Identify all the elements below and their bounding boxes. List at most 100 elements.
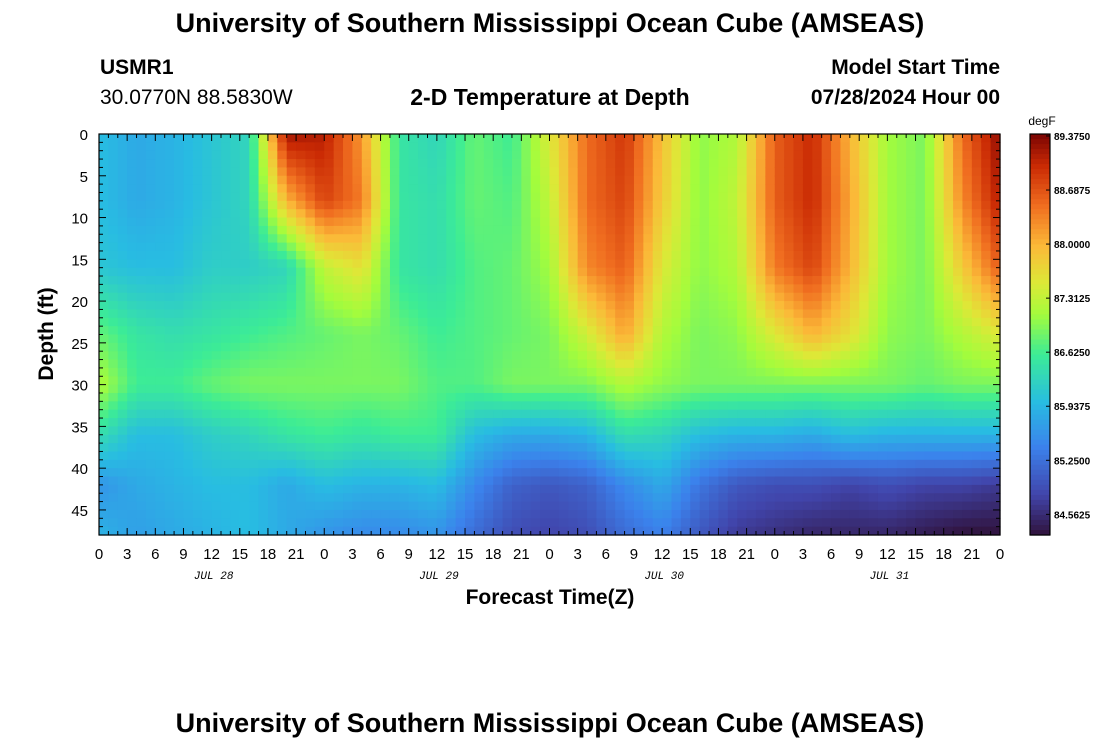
heatmap-cell [877, 501, 888, 511]
heatmap-cell [859, 367, 870, 377]
heatmap-cell [765, 401, 776, 411]
heatmap-cell [868, 326, 879, 336]
heatmap-cell [784, 150, 795, 160]
heatmap-cell [192, 418, 203, 427]
heatmap-cell [108, 384, 119, 394]
heatmap-cell [117, 418, 128, 427]
heatmap-cell [530, 326, 541, 336]
heatmap-cell [277, 526, 288, 536]
heatmap-cell [849, 284, 860, 294]
heatmap-cell [511, 276, 522, 285]
heatmap-cell [887, 159, 898, 169]
heatmap-cell [596, 192, 607, 202]
heatmap-cell [727, 418, 738, 427]
heatmap-cell [343, 284, 354, 294]
heatmap-cell [192, 192, 203, 202]
heatmap-cell [737, 409, 748, 419]
heatmap-cell [981, 276, 992, 285]
heatmap-cell [267, 284, 278, 294]
heatmap-cell [596, 334, 607, 344]
heatmap-cell [333, 526, 344, 536]
heatmap-cell [249, 401, 260, 411]
colorbar-segment [1030, 134, 1050, 140]
heatmap-cell [765, 418, 776, 427]
heatmap-cell [906, 200, 917, 210]
heatmap-cell [314, 351, 325, 361]
heatmap-cell [849, 242, 860, 252]
heatmap-cell [511, 376, 522, 386]
heatmap-cell [521, 326, 532, 336]
heatmap-cell [596, 217, 607, 227]
heatmap-cell [483, 351, 494, 361]
heatmap-cell [605, 401, 616, 411]
heatmap-cell [455, 192, 466, 202]
heatmap-cell [793, 150, 804, 160]
heatmap-cell [258, 501, 269, 511]
heatmap-cell [296, 200, 307, 210]
heatmap-cell [784, 175, 795, 185]
x-tick-label: 0 [771, 546, 779, 563]
heatmap-cell [896, 167, 907, 177]
heatmap-cell [680, 159, 691, 169]
heatmap-cell [671, 317, 682, 327]
heatmap-cell [164, 317, 175, 327]
heatmap-cell [896, 217, 907, 227]
heatmap-cell [793, 309, 804, 319]
heatmap-cell [934, 334, 945, 344]
heatmap-cell [568, 317, 579, 327]
heatmap-cell [474, 342, 485, 352]
heatmap-cell [446, 451, 457, 461]
heatmap-cell [718, 200, 729, 210]
heatmap-cell [361, 267, 372, 277]
heatmap-cell [389, 276, 400, 285]
heatmap-cell [239, 384, 250, 394]
heatmap-cell [296, 309, 307, 319]
heatmap-cell [680, 443, 691, 453]
heatmap-cell [117, 409, 128, 419]
heatmap-cell [915, 401, 926, 411]
heatmap-cell [108, 326, 119, 336]
heatmap-cell [174, 134, 185, 143]
heatmap-cell [887, 167, 898, 177]
heatmap-cell [990, 351, 1001, 361]
heatmap-cell [258, 451, 269, 461]
heatmap-cell [943, 242, 954, 252]
heatmap-cell [737, 468, 748, 478]
heatmap-cell [934, 276, 945, 285]
heatmap-cell [211, 167, 222, 177]
heatmap-cell [389, 250, 400, 260]
heatmap-cell [371, 401, 382, 411]
colorbar-segment [1030, 264, 1050, 270]
heatmap-cell [502, 225, 513, 235]
heatmap-cell [174, 309, 185, 319]
heatmap-cell [380, 276, 391, 285]
heatmap-cell [164, 150, 175, 160]
heatmap-cell [399, 526, 410, 536]
heatmap-cell [727, 493, 738, 503]
heatmap-cell [399, 434, 410, 444]
heatmap-cell [774, 200, 785, 210]
heatmap-cell [277, 359, 288, 369]
heatmap-cell [587, 217, 598, 227]
heatmap-cell [239, 518, 250, 528]
heatmap-cell [436, 501, 447, 511]
heatmap-cell [286, 384, 297, 394]
heatmap-cell [793, 342, 804, 352]
heatmap-cell [971, 217, 982, 227]
y-tick-label: 45 [71, 503, 88, 520]
heatmap-cell [802, 200, 813, 210]
heatmap-cell [371, 267, 382, 277]
x-tick-label: 3 [573, 546, 581, 563]
heatmap-cell [258, 468, 269, 478]
heatmap-cell [174, 468, 185, 478]
heatmap-cell [540, 459, 551, 469]
heatmap-cell [99, 142, 109, 152]
heatmap-cell [633, 526, 644, 536]
heatmap-cell [915, 359, 926, 369]
heatmap-cell [953, 501, 964, 511]
heatmap-cell [943, 276, 954, 285]
x-tick-label: 12 [429, 546, 446, 563]
heatmap-cell [690, 351, 701, 361]
heatmap-cell [577, 159, 588, 169]
heatmap-cell [727, 384, 738, 394]
